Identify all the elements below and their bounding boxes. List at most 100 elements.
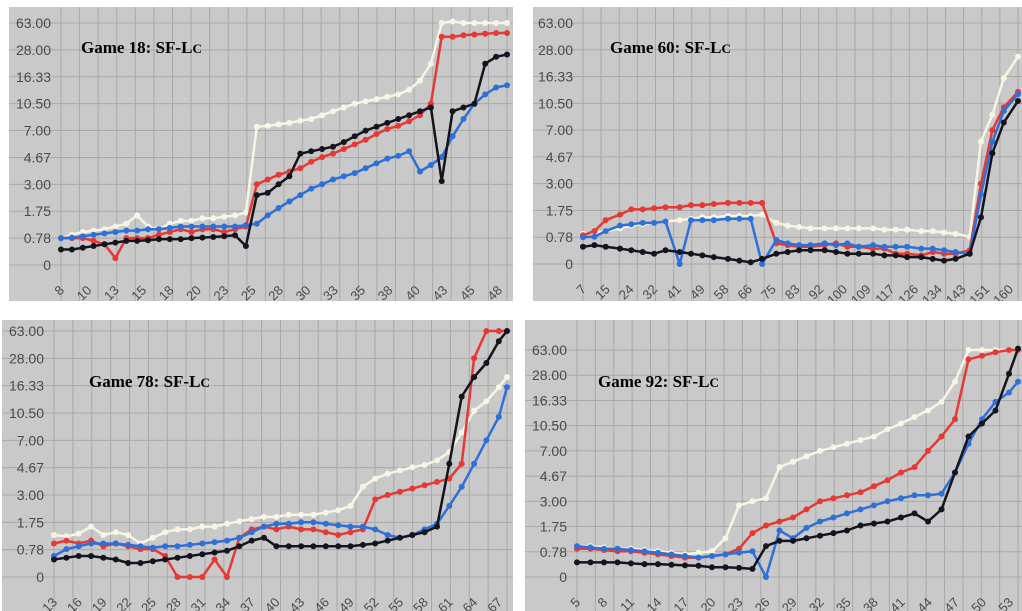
data-point [395,152,402,159]
data-point [871,433,877,440]
data-point [308,158,315,165]
data-point [892,243,899,250]
data-point [297,192,304,199]
data-point [199,215,206,222]
data-point [918,254,925,261]
data-point [870,242,876,249]
data-point [438,33,445,40]
data-point [979,352,985,359]
data-point [965,356,972,363]
x-tick-label: 18 [156,283,177,301]
x-tick-label: 49 [687,282,708,301]
y-tick-label: 10.50 [16,96,51,112]
data-point [628,221,635,228]
data-point [941,229,948,236]
data-point [591,228,598,235]
data-point [298,511,305,518]
x-tick-label: 117 [872,282,897,301]
data-point [406,86,413,93]
data-point [372,540,379,547]
series-line [577,348,1018,559]
x-tick-label: 83 [782,282,803,301]
data-point [821,225,828,232]
data-point [264,176,271,183]
data-point [989,111,996,118]
data-point [725,199,731,206]
data-point [351,170,358,177]
data-point [298,519,305,526]
data-point [186,553,193,559]
data-point [495,384,502,391]
data-point [211,523,218,530]
data-point [273,543,280,550]
x-tick-label: 40 [402,283,423,301]
data-point [199,223,206,230]
data-point [221,233,228,240]
data-point [434,457,440,464]
data-point [651,205,658,212]
x-tick-label: 40 [262,595,283,611]
x-tick-label: 11 [617,595,637,611]
data-point [747,259,754,266]
x-tick-label: 126 [895,282,921,301]
data-point [904,254,911,261]
data-point [803,535,810,542]
data-point [938,398,945,405]
data-point [504,30,510,36]
data-point [1000,108,1007,114]
data-point [417,108,423,115]
x-tick-label: 41 [887,595,908,611]
data-point [830,530,837,537]
x-tick-label: 46 [311,595,332,611]
data-point [978,191,984,198]
data-point [911,492,918,499]
x-tick-label: 26 [752,595,773,611]
data-point [112,540,119,547]
data-point [335,507,342,514]
data-point [662,247,669,254]
x-tick-label: 109 [848,282,874,301]
data-point [736,564,742,571]
chart-svg-game-18: 63.00 28.00 16.33 10.50 7.00 4.67 3.00 1.75 0.78… [9,7,513,301]
x-tick-label: 92 [806,282,827,301]
data-point [458,393,465,400]
data-point [911,464,918,471]
chart-panel-game-18: 63.00 28.00 16.33 10.50 7.00 4.67 3.00 1.75 0.78… [9,7,513,301]
data-point [210,234,217,240]
data-point [504,51,510,58]
data-point [421,529,428,536]
data-point [747,199,754,206]
data-point [855,250,862,257]
data-point [602,228,609,235]
data-point [710,254,717,261]
data-point [952,230,959,237]
chart-svg-game-60: 63.00 28.00 16.33 10.50 7.00 4.67 3.00 1.75 0.78… [533,7,1022,301]
chart-title: Game 92: SF-LC [598,372,719,391]
data-point [493,84,500,91]
y-tick-label: 63.00 [538,15,573,31]
data-point [881,252,888,259]
y-tick-label: 0 [565,256,573,272]
y-tick-label: 10.50 [9,405,44,421]
data-point [1015,53,1021,60]
data-point [1015,345,1021,352]
series-line [576,380,1019,579]
data-point [319,154,326,161]
data-point [790,514,796,521]
data-point [145,237,151,244]
data-point [347,529,354,536]
data-point [952,378,958,385]
data-point [884,518,891,525]
data-point [174,574,181,580]
data-point [1000,119,1007,126]
x-tick-label: 20 [183,283,204,301]
data-point [952,249,959,255]
data-point [236,518,243,525]
data-point [803,506,810,513]
data-point [395,91,402,98]
data-point [351,133,358,140]
data-point [101,226,108,233]
x-tick-label: 37 [237,595,258,611]
data-point [784,249,791,255]
data-point [941,247,948,254]
